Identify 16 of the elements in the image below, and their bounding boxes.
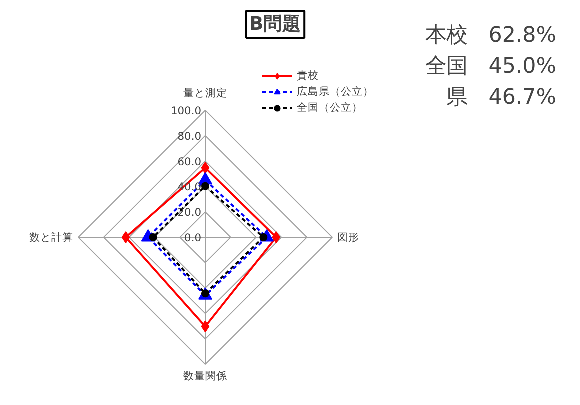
spoke-label: 数と計算 [30,231,74,244]
legend-label: 貴校 [297,69,319,83]
legend-label: 全国（公立） [297,101,363,115]
legend-label: 広島県（公立） [297,85,374,99]
y-tick-label: 100.0 [170,104,202,118]
y-tick-label: 20.0 [178,206,202,220]
chart-title: B問題 [249,14,302,35]
y-tick-label: 0.0 [184,232,202,244]
y-tick-label: 80.0 [178,130,202,143]
y-tick-label: 60.0 [178,155,202,168]
text: 本校 62.8% [426,23,557,48]
text: 全国 45.0% [426,54,557,79]
spoke-label: 図形 [338,231,360,244]
spoke-label: 数量関係 [184,370,228,382]
spoke-label: 量と測定 [184,86,228,100]
text: 県 46.7% [446,85,557,110]
